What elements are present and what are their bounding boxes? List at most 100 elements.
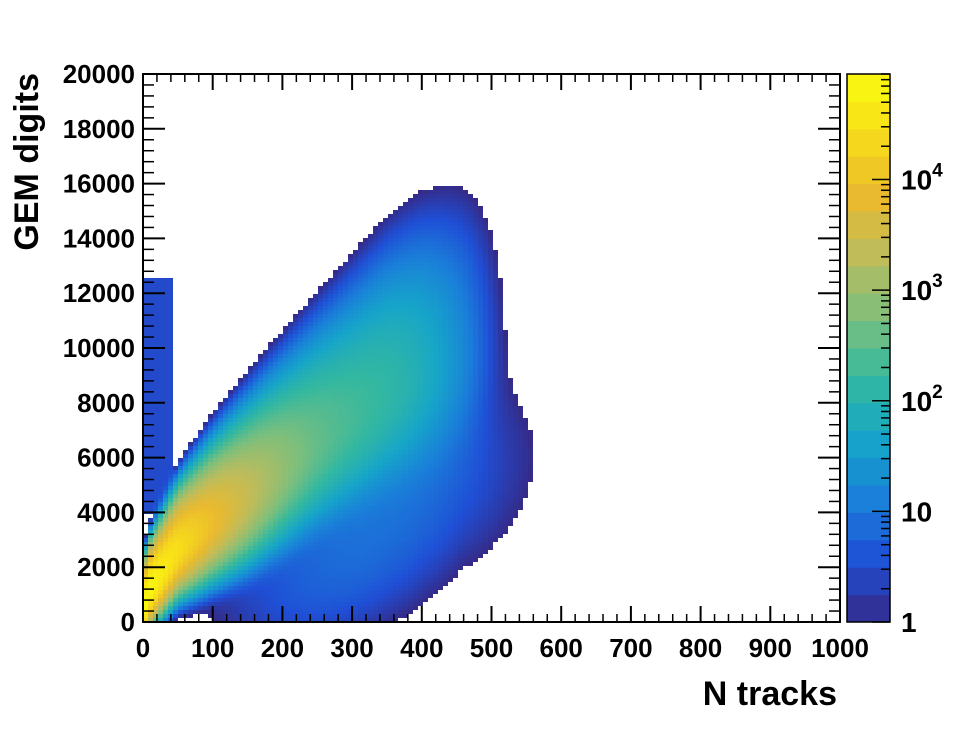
- heatmap-cell: [318, 530, 323, 534]
- heatmap-cell: [273, 462, 278, 466]
- heatmap-cell: [248, 498, 253, 502]
- heatmap-cell: [143, 570, 148, 574]
- heatmap-cell: [173, 558, 178, 562]
- heatmap-cell: [323, 282, 328, 286]
- heatmap-cell: [433, 278, 438, 282]
- heatmap-cell: [168, 410, 173, 414]
- heatmap-cell: [263, 606, 268, 610]
- heatmap-cell: [378, 450, 383, 454]
- heatmap-cell: [423, 466, 428, 470]
- heatmap-cell: [403, 222, 408, 226]
- heatmap-cell: [248, 502, 253, 506]
- heatmap-cell: [288, 470, 293, 474]
- heatmap-cell: [348, 542, 353, 546]
- heatmap-cell: [443, 326, 448, 330]
- heatmap-cell: [283, 526, 288, 530]
- heatmap-cell: [368, 522, 373, 526]
- heatmap-cell: [238, 390, 243, 394]
- heatmap-cell: [373, 330, 378, 334]
- heatmap-cell: [238, 442, 243, 446]
- heatmap-cell: [183, 574, 188, 578]
- heatmap-cell: [233, 394, 238, 398]
- heatmap-cell: [188, 506, 193, 510]
- heatmap-cell: [288, 370, 293, 374]
- heatmap-cell: [163, 398, 168, 402]
- heatmap-cell: [148, 366, 153, 370]
- heatmap-cell: [363, 354, 368, 358]
- heatmap-cell: [358, 286, 363, 290]
- heatmap-cell: [323, 486, 328, 490]
- heatmap-cell: [403, 426, 408, 430]
- heatmap-cell: [283, 546, 288, 550]
- heatmap-cell: [433, 262, 438, 266]
- heatmap-cell: [183, 586, 188, 590]
- heatmap-cell: [393, 406, 398, 410]
- heatmap-cell: [438, 514, 443, 518]
- heatmap-cell: [373, 298, 378, 302]
- heatmap-cell: [308, 574, 313, 578]
- heatmap-cell: [303, 418, 308, 422]
- heatmap-cell: [218, 534, 223, 538]
- heatmap-cell: [213, 466, 218, 470]
- heatmap-cell: [223, 602, 228, 606]
- heatmap-cell: [448, 538, 453, 542]
- heatmap-cell: [213, 590, 218, 594]
- heatmap-cell: [438, 310, 443, 314]
- heatmap-cell: [363, 366, 368, 370]
- heatmap-cell: [398, 226, 403, 230]
- heatmap-cell: [288, 518, 293, 522]
- heatmap-cell: [253, 414, 258, 418]
- heatmap-cell: [378, 314, 383, 318]
- heatmap-cell: [308, 358, 313, 362]
- heatmap-cell: [323, 310, 328, 314]
- heatmap-cell: [318, 586, 323, 590]
- heatmap-cell: [228, 434, 233, 438]
- heatmap-cell: [303, 602, 308, 606]
- heatmap-cell: [323, 334, 328, 338]
- heatmap-cell: [243, 522, 248, 526]
- heatmap-cell: [388, 574, 393, 578]
- heatmap-cell: [238, 394, 243, 398]
- heatmap-cell: [158, 586, 163, 590]
- heatmap-cell: [148, 602, 153, 606]
- heatmap-cell: [433, 510, 438, 514]
- heatmap-cell: [338, 610, 343, 614]
- heatmap-cell: [328, 570, 333, 574]
- heatmap-cell: [398, 458, 403, 462]
- heatmap-cell: [363, 274, 368, 278]
- heatmap-cell: [338, 370, 343, 374]
- heatmap-cell: [398, 326, 403, 330]
- heatmap-cell: [268, 358, 273, 362]
- heatmap-cell: [218, 526, 223, 530]
- heatmap-cell: [143, 498, 148, 502]
- heatmap-cell: [443, 290, 448, 294]
- heatmap-cell: [348, 314, 353, 318]
- heatmap-cell: [233, 570, 238, 574]
- heatmap-cell: [338, 334, 343, 338]
- heatmap-cell: [368, 558, 373, 562]
- heatmap-cell: [403, 234, 408, 238]
- heatmap-cell: [303, 374, 308, 378]
- heatmap-cell: [268, 574, 273, 578]
- heatmap-cell: [358, 438, 363, 442]
- heatmap-cell: [303, 554, 308, 558]
- heatmap-cell: [298, 350, 303, 354]
- heatmap-cell: [428, 478, 433, 482]
- heatmap-cell: [203, 510, 208, 514]
- heatmap-cell: [373, 282, 378, 286]
- heatmap-cell: [388, 226, 393, 230]
- heatmap-cell: [398, 290, 403, 294]
- heatmap-cell: [163, 370, 168, 374]
- heatmap-cell: [328, 442, 333, 446]
- heatmap-cell: [348, 554, 353, 558]
- heatmap-cell: [158, 378, 163, 382]
- heatmap-cell: [348, 490, 353, 494]
- heatmap-cell: [413, 558, 418, 562]
- heatmap-cell: [428, 306, 433, 310]
- heatmap-cell: [168, 330, 173, 334]
- heatmap-cell: [403, 386, 408, 390]
- heatmap-cell: [228, 594, 233, 598]
- heatmap-cell: [328, 334, 333, 338]
- heatmap-cell: [438, 458, 443, 462]
- heatmap-cell: [408, 334, 413, 338]
